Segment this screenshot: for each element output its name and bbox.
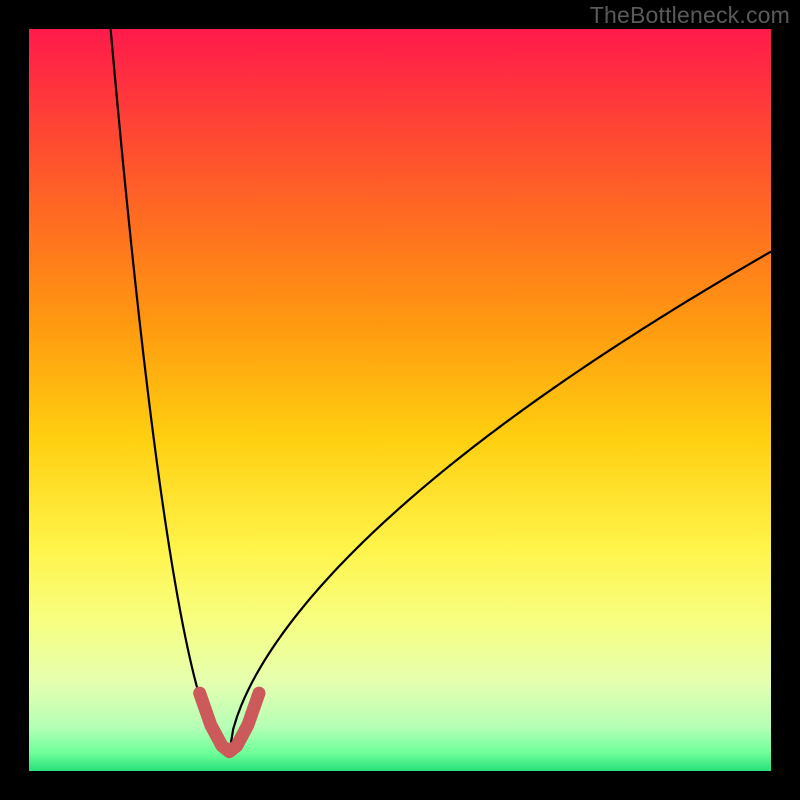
watermark-text: TheBottleneck.com	[590, 2, 790, 29]
gradient-background	[29, 29, 771, 771]
chart-plot-area	[29, 29, 771, 771]
